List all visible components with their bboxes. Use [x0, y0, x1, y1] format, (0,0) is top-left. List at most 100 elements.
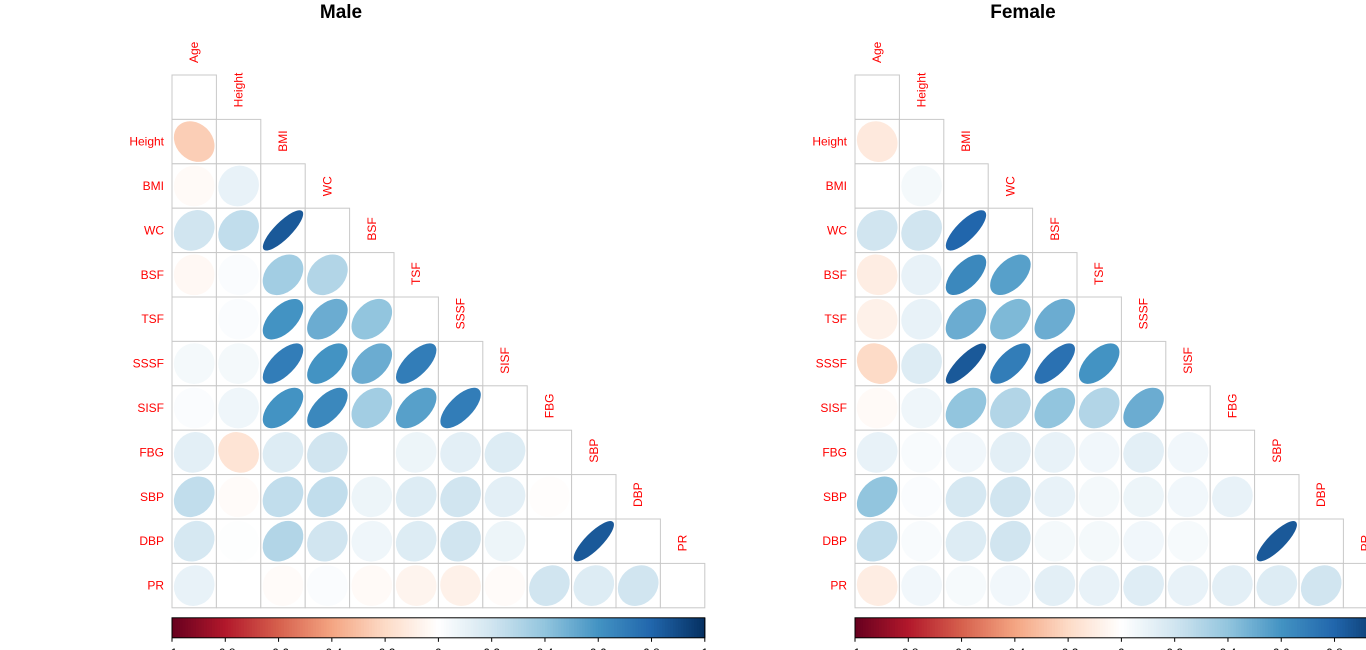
corr-ellipse-DBP-TSF — [395, 520, 437, 562]
colorbar-segment — [427, 617, 431, 638]
corr-ellipse-SSSF-WC — [307, 343, 348, 384]
corr-ellipse-SBP-FBG — [1212, 476, 1253, 518]
corr-ellipse-FBG-SISF — [484, 432, 526, 473]
colorbar-segment — [1180, 617, 1184, 638]
colorbar-segment — [857, 617, 861, 638]
colorbar-segment — [1201, 617, 1205, 638]
colorbar-segment — [353, 617, 357, 638]
corr-ellipse-WC-BMI — [262, 210, 304, 251]
colorbar-segment — [1353, 617, 1357, 638]
colorbar-segment — [956, 617, 960, 638]
colorbar-segment — [198, 617, 202, 638]
colorbar-segment — [855, 617, 859, 638]
colorbar-segment — [1321, 617, 1325, 638]
colorbar-segment — [552, 617, 557, 638]
corr-ellipse-SSSF-Age — [173, 343, 215, 384]
colorbar-segment — [996, 617, 1000, 638]
corr-ellipse-BSF-WC — [307, 254, 348, 296]
colorbar-segment — [457, 617, 461, 638]
colorbar-segment — [1142, 617, 1146, 638]
colorbar-segment — [654, 617, 658, 638]
colorbar-tick-label: 0.4 — [1220, 646, 1237, 650]
corr-ellipse-FBG-BMI — [945, 432, 987, 473]
corr-ellipse-TSF-WC — [990, 298, 1031, 340]
colorbar-segment — [1246, 617, 1250, 638]
colorbar-segment — [1313, 617, 1317, 638]
corr-ellipse-PR-FBG — [529, 565, 570, 606]
row-label-TSF: TSF — [141, 312, 164, 326]
colorbar-segment — [528, 617, 533, 638]
colorbar-segment — [678, 617, 682, 638]
corr-ellipse-FBG-TSF — [395, 432, 437, 473]
colorbar-segment — [608, 617, 613, 638]
colorbar-segment — [958, 617, 963, 638]
corr-ellipse-DBP-BMI — [945, 520, 987, 562]
colorbar-segment — [478, 617, 482, 638]
colorbar-segment — [595, 617, 599, 638]
colorbar-segment — [619, 617, 623, 638]
colorbar-segment — [905, 617, 909, 638]
colorbar-segment — [544, 617, 549, 638]
colorbar-segment — [534, 617, 538, 638]
colorbar-segment — [600, 617, 605, 638]
colorbar-segment — [1158, 617, 1162, 638]
colorbar-segment — [1044, 617, 1048, 638]
colorbar-segment — [1342, 617, 1346, 638]
row-label-SISF: SISF — [820, 401, 847, 415]
corr-ellipse-FBG-Height — [901, 432, 942, 473]
colorbar-segment — [860, 617, 864, 638]
corr-cell-TSF-TSF — [1076, 296, 1122, 342]
colorbar-segment — [1195, 617, 1200, 638]
corr-ellipse-SBP-BMI — [945, 476, 987, 518]
corr-ellipse-DBP-Age — [173, 520, 215, 562]
colorbar-segment — [924, 617, 928, 638]
corr-cell-SISF-SISF — [482, 385, 528, 431]
colorbar-segment — [337, 617, 341, 638]
colorbar-segment — [1214, 617, 1218, 638]
colorbar-segment — [1339, 617, 1344, 638]
colorbar-segment — [299, 617, 304, 638]
colorbar-segment — [195, 617, 200, 638]
colorbar-segment — [635, 617, 639, 638]
colorbar-segment — [1004, 617, 1008, 638]
colorbar-segment — [881, 617, 885, 638]
colorbar-tick-label: 0.8 — [643, 646, 660, 650]
colorbar-segment — [283, 617, 288, 638]
corr-ellipse-SBP-BMI — [262, 476, 304, 518]
colorbar-segment — [1166, 617, 1170, 638]
colorbar-segment — [980, 617, 984, 638]
colorbar-segment — [953, 617, 957, 638]
colorbar-segment — [371, 617, 376, 638]
colorbar-segment — [934, 617, 939, 638]
corr-ellipse-DBP-SSSF — [440, 520, 481, 562]
colorbar-tick-label: -0.4 — [321, 646, 342, 650]
corr-ellipse-DBP-SBP — [1256, 521, 1297, 562]
column-label-Age: Age — [187, 41, 201, 63]
corr-cell-Age-Age — [854, 74, 900, 120]
colorbar-segment — [1137, 617, 1141, 638]
colorbar-segment — [990, 617, 995, 638]
colorbar-segment — [497, 617, 501, 638]
column-label-FBG: FBG — [542, 394, 556, 419]
corr-ellipse-SBP-Age — [173, 476, 215, 518]
colorbar-segment — [972, 617, 976, 638]
colorbar-segment — [222, 617, 226, 638]
colorbar-tick-label: -0.8 — [215, 646, 236, 650]
row-label-PR: PR — [830, 579, 847, 593]
row-label-BMI: BMI — [143, 179, 164, 193]
colorbar-tick-label: -0.4 — [1004, 646, 1025, 650]
colorbar-segment — [1161, 617, 1165, 638]
row-label-FBG: FBG — [822, 445, 847, 459]
corr-ellipse-TSF-Age — [856, 298, 898, 340]
column-label-BSF: BSF — [1048, 217, 1062, 240]
corr-ellipse-SBP-BSF — [351, 476, 393, 518]
colorbar-tick-label: 0.2 — [483, 646, 500, 650]
colorbar-segment — [638, 617, 642, 638]
colorbar-segment — [1326, 617, 1330, 638]
colorbar-segment — [430, 617, 434, 638]
colorbar-segment — [441, 617, 445, 638]
colorbar-segment — [369, 617, 373, 638]
row-label-SSSF: SSSF — [133, 357, 164, 371]
colorbar-segment — [1265, 617, 1269, 638]
colorbar-segment — [1012, 617, 1016, 638]
